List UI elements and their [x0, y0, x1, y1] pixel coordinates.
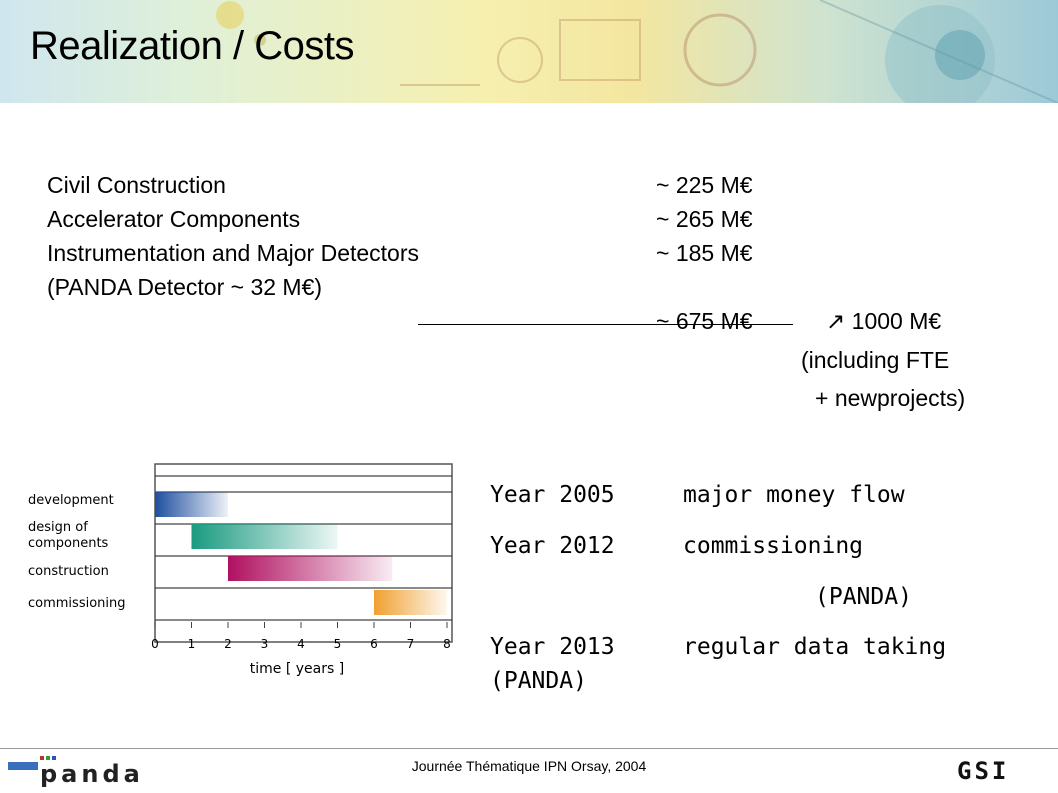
gantt-category-label: design of [28, 520, 88, 535]
gantt-x-tick-label: 1 [188, 637, 196, 651]
gantt-x-tick-label: 7 [407, 637, 415, 651]
header-banner: Realization / Costs [0, 0, 1058, 103]
header-decoration [216, 0, 1058, 103]
timeline-panda-note: (PANDA) [490, 668, 587, 694]
gantt-x-axis-label: time [ years ] [250, 661, 344, 677]
footer-rule [0, 748, 1058, 749]
timeline-event-2005: major money flow [683, 482, 905, 508]
gantt-category-label: components [28, 536, 109, 551]
gantt-x-tick-label: 6 [370, 637, 378, 651]
cost-label-civil: Civil Construction [47, 172, 226, 198]
gantt-x-tick-label: 8 [443, 637, 451, 651]
gantt-x-tick-label: 5 [334, 637, 342, 651]
timeline-event-2013: regular data taking [683, 634, 947, 660]
timeline-event-panda: (PANDA) [815, 584, 912, 610]
gantt-frame [154, 463, 453, 643]
gantt-category-label: commissioning [28, 596, 126, 611]
including-newprojects: + newprojects) [815, 385, 966, 411]
gsi-logo: GSI [957, 757, 1009, 785]
cost-value-accelerator: ~ 265 M€ [656, 206, 753, 232]
cost-total: ~ 675 M€ [656, 308, 753, 334]
timeline-year-2012: Year 2012 [490, 533, 615, 559]
svg-text:GSI: GSI [957, 757, 1009, 785]
gantt-x-tick-label: 0 [151, 637, 159, 651]
cost-total-arrow: ↗ 1000 M€ [826, 308, 942, 334]
gantt-category-label: development [28, 493, 114, 508]
timeline-year-2005: Year 2005 [490, 482, 615, 508]
svg-text:panda: panda [40, 760, 144, 788]
panda-detector-note: (PANDA Detector ~ 32 M€) [47, 274, 323, 300]
cost-value-civil: ~ 225 M€ [656, 172, 753, 198]
gantt-bar-commissioning [374, 590, 447, 615]
timeline-event-2012: commissioning [683, 533, 864, 559]
gantt-bar-design-of-components [191, 524, 338, 549]
gantt-category-label: construction [28, 564, 109, 579]
footer-text: Journée Thématique IPN Orsay, 2004 [411, 758, 647, 774]
cost-value-instrumentation: ~ 185 M€ [656, 240, 753, 266]
gantt-x-tick-label: 4 [297, 637, 305, 651]
gantt-x-tick-label: 2 [224, 637, 232, 651]
cost-label-accelerator: Accelerator Components [47, 206, 301, 232]
gantt-bar-construction [228, 556, 393, 581]
including-fte: (including FTE [801, 347, 950, 373]
timeline-year-2013: Year 2013 [490, 634, 615, 660]
cost-label-instrumentation: Instrumentation and Major Detectors [47, 240, 420, 266]
slide-title: Realization / Costs [30, 24, 354, 68]
sum-rule [418, 324, 793, 325]
gantt-bar-development [155, 492, 228, 517]
panda-logo: panda [8, 756, 144, 788]
gantt-x-tick-label: 3 [261, 637, 269, 651]
